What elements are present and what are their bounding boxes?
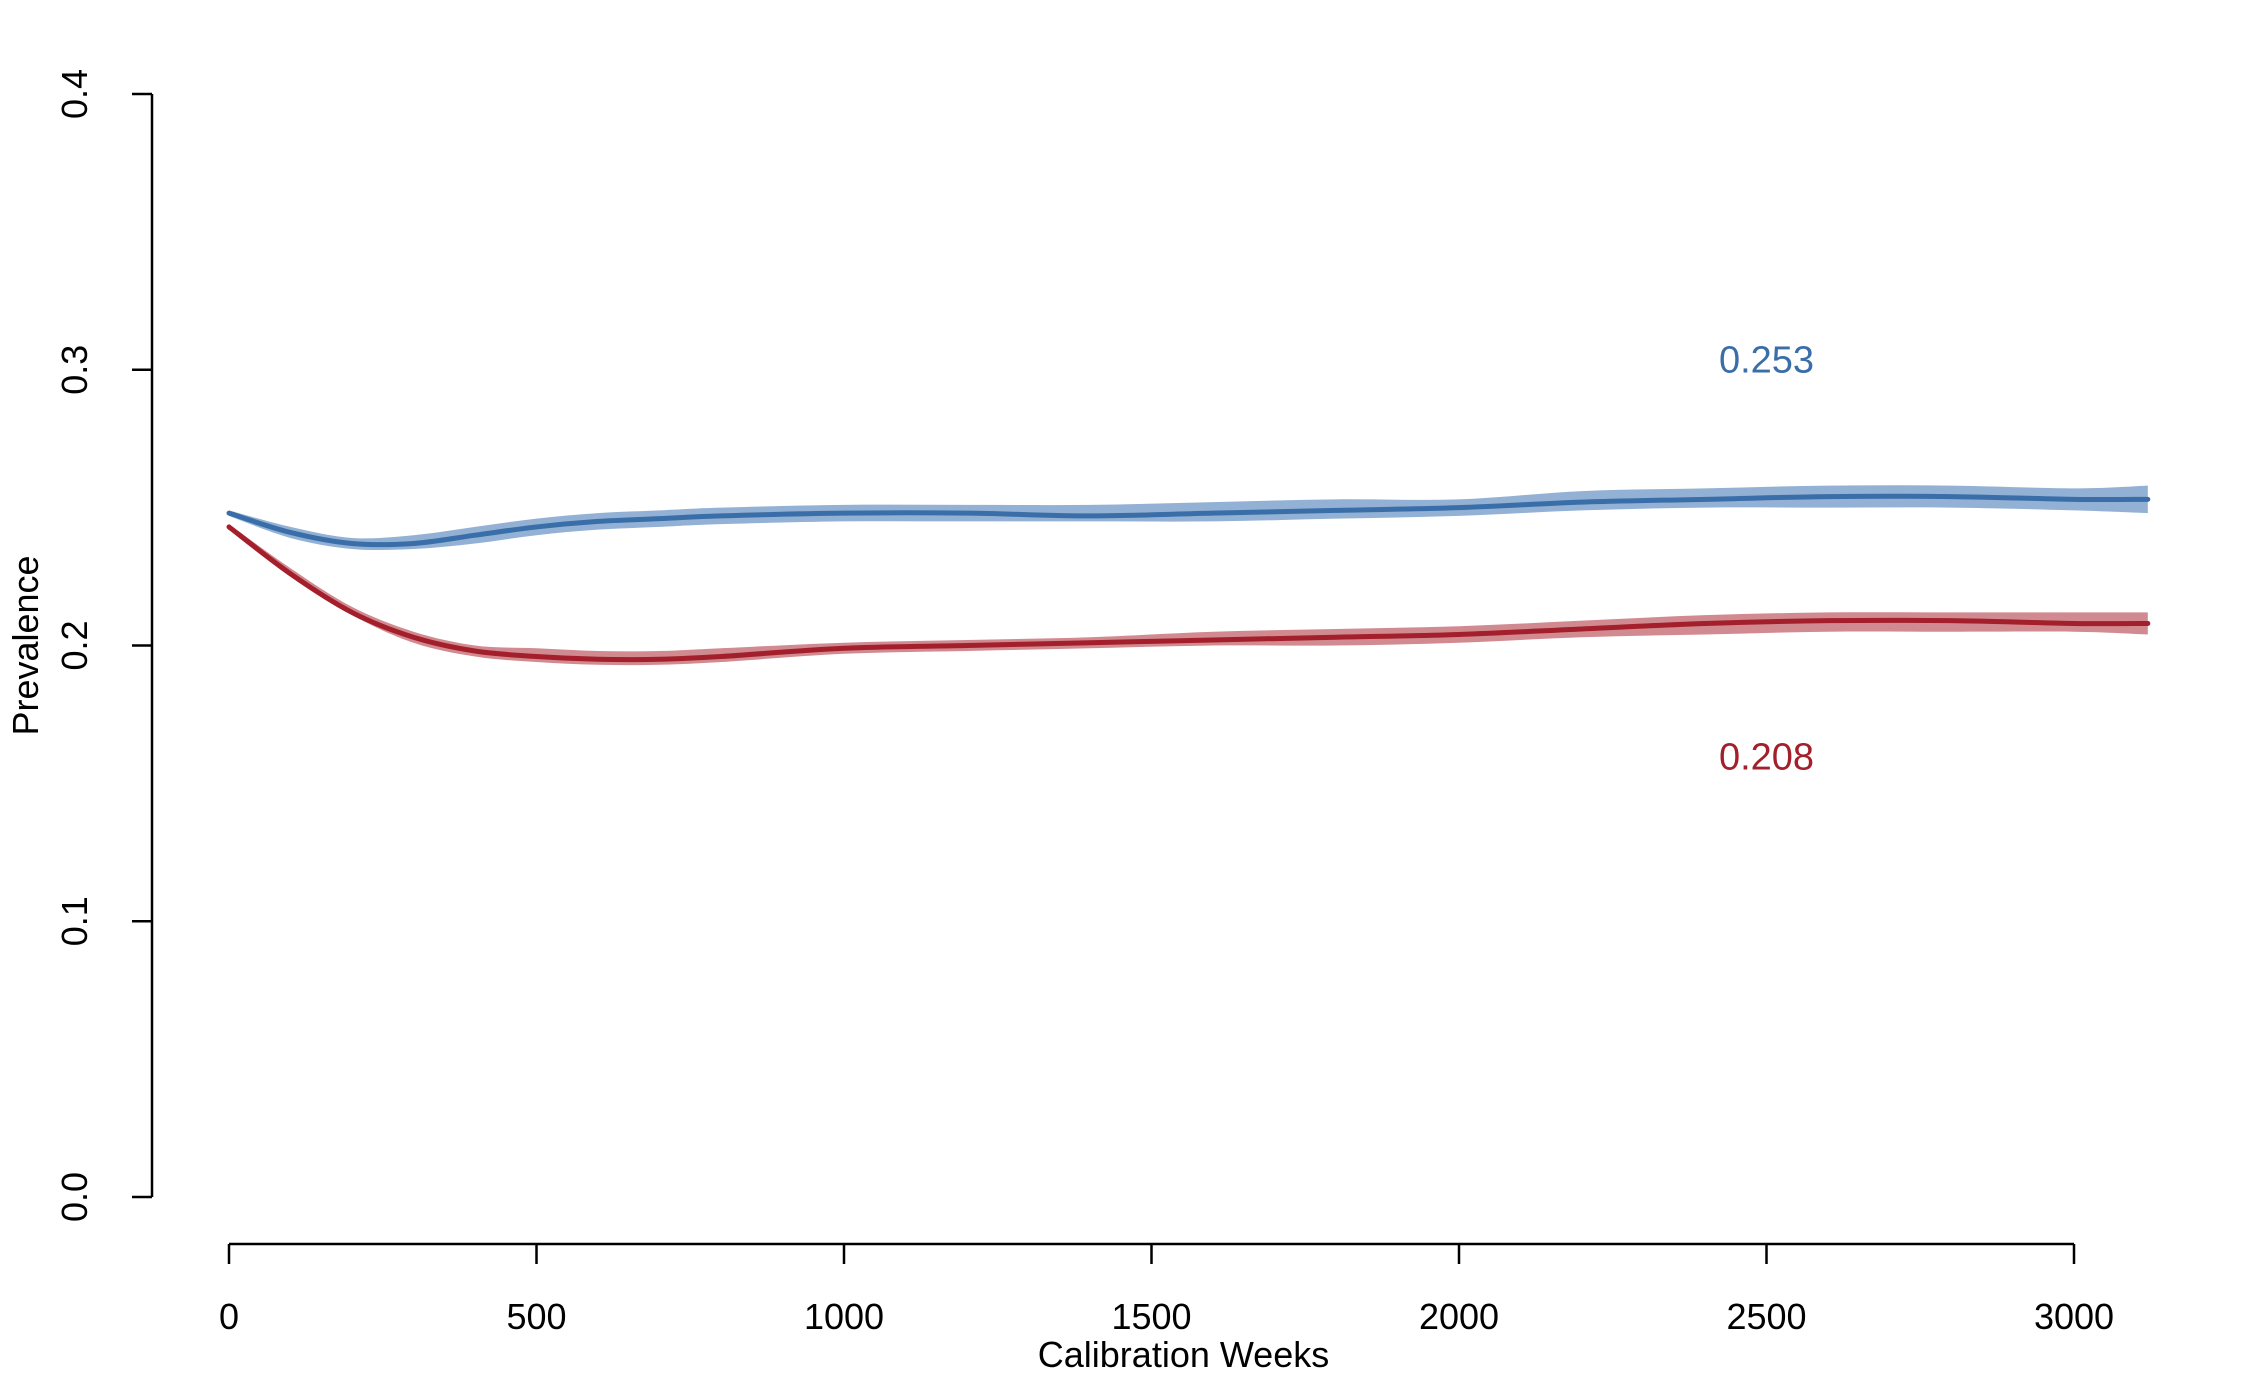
y-axis: 0.0 0.1 0.2 0.3 0.4	[54, 69, 154, 1222]
x-tick-label: 2500	[1726, 1296, 1806, 1337]
x-axis: 0 500 1000 1500 2000 2500 3000	[219, 1242, 2114, 1337]
series-1-line	[226, 493, 2151, 548]
x-tick-label: 2000	[1419, 1296, 1499, 1337]
y-tick-label: 0.3	[54, 345, 95, 395]
series-2-end-label: 0.208	[1719, 737, 1814, 779]
series-1-end-label: 0.253	[1719, 340, 1814, 382]
series-2-band	[229, 524, 2148, 666]
x-tick-label: 1500	[1111, 1296, 1191, 1337]
x-tick-label: 1000	[804, 1296, 884, 1337]
x-tick-label: 500	[506, 1296, 566, 1337]
y-tick-label: 0.4	[54, 69, 95, 119]
y-tick-label: 0.0	[54, 1172, 95, 1222]
x-tick-label: 3000	[2034, 1296, 2114, 1337]
y-tick-label: 0.2	[54, 620, 95, 670]
x-tick-label: 0	[219, 1296, 239, 1337]
y-tick-label: 0.1	[54, 896, 95, 946]
x-axis-title: Calibration Weeks	[1038, 1334, 1329, 1375]
series-2-line	[226, 524, 2151, 663]
series-lines	[226, 493, 2151, 663]
series-end-labels: 0.253 0.208	[1719, 340, 1814, 779]
y-axis-title: Prevalence	[5, 555, 46, 735]
